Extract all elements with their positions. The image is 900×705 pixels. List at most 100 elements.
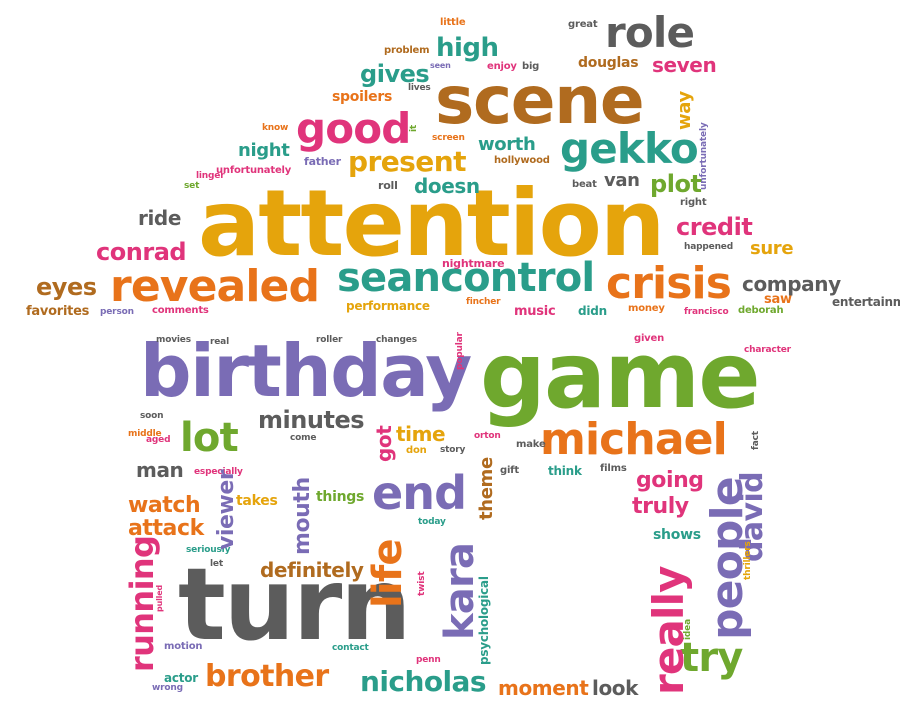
word-great: great — [568, 19, 598, 30]
word-happened: right — [680, 197, 707, 208]
word-night: night — [238, 140, 290, 161]
word-watch: watch — [128, 493, 201, 518]
word-idea: penn — [416, 655, 441, 665]
word-ride: ride — [138, 206, 181, 230]
word-life: life — [365, 539, 411, 608]
word-contact: wrong — [152, 683, 183, 693]
word-moment: moment — [498, 676, 589, 700]
word-given: popular — [455, 332, 465, 370]
word-takes: takes — [236, 493, 278, 509]
word-lot: lot — [180, 415, 239, 461]
word-kara: kara — [437, 542, 483, 640]
word-seen: seen — [430, 61, 451, 70]
word-set: linger — [196, 171, 225, 181]
word-theme: theme — [476, 457, 497, 520]
word-got: got — [372, 425, 396, 462]
word-little: little — [440, 17, 466, 28]
word-attention: attention — [198, 170, 665, 277]
word-aged: middle — [128, 429, 162, 439]
word-hollywood: hollywood — [494, 155, 550, 166]
word-seancontrol: seancontrol — [337, 255, 595, 301]
word-spoilers: spoilers — [332, 89, 393, 105]
word-look: look — [592, 676, 639, 700]
word-game: game — [480, 322, 761, 429]
word-soon: character — [744, 345, 791, 355]
word-lives: lives — [408, 83, 431, 93]
word-thrillers: idea — [683, 619, 693, 640]
word-fun: thrillers — [743, 541, 753, 580]
word-definitely: definitely — [260, 558, 364, 582]
word-present: present — [348, 145, 466, 178]
word-music: music — [514, 304, 556, 319]
word-linger: unfortunately — [216, 165, 292, 176]
word-credit: credit — [676, 213, 753, 241]
word-fincher: nightmare — [442, 257, 505, 270]
word-role: role — [605, 8, 695, 57]
word-comments: person — [100, 307, 134, 317]
word-attack: attack — [128, 516, 204, 541]
word-plot: plot — [650, 170, 702, 198]
word-fact: make — [516, 439, 546, 450]
word-running: running — [123, 535, 161, 672]
word-crisis: crisis — [606, 258, 732, 309]
word-movies: comments — [152, 305, 209, 316]
word-things: things — [316, 489, 365, 505]
word-character: given — [634, 333, 665, 344]
word-money: fincher — [466, 297, 501, 307]
word-mouth: mouth — [290, 477, 315, 555]
word-minutes: minutes — [258, 406, 365, 434]
word-shows: shows — [653, 527, 701, 543]
word-unfortunately: unfortunately — [699, 122, 709, 190]
word-company: company — [742, 272, 841, 296]
word-gives: gives — [360, 60, 430, 88]
word-saw: saw — [764, 292, 792, 307]
word-real: movies — [156, 335, 191, 345]
word-douglas: douglas — [578, 55, 639, 71]
word-middle: soon — [140, 411, 164, 421]
word-psychological: psychological — [477, 576, 491, 665]
word-nicholas: nicholas — [360, 665, 487, 698]
word-let: seriously — [186, 545, 231, 555]
word-don: come — [290, 433, 317, 443]
word-penn: contact — [332, 643, 369, 653]
word-going: going — [636, 468, 704, 493]
word-man: man — [136, 458, 184, 482]
word-motion: pulled — [155, 584, 164, 612]
word-it: it — [409, 124, 419, 132]
word-twist: let — [210, 559, 223, 569]
word-wrong: motion — [164, 641, 203, 652]
word-turn: turn — [178, 546, 412, 663]
word-orton: story — [440, 445, 466, 455]
word-time: time — [396, 422, 446, 446]
word-end: end — [372, 466, 467, 520]
word-performance: performance — [346, 299, 430, 313]
word-scene: scene — [435, 62, 645, 139]
word-way: way — [674, 91, 695, 130]
word-roller: real — [210, 337, 229, 347]
word-try: try — [680, 635, 743, 681]
word-truly: truly — [632, 494, 689, 519]
word-pulled: twist — [417, 571, 427, 596]
word-popular: changes — [376, 335, 417, 345]
word-big: big — [522, 61, 540, 72]
word-beat: roll — [378, 179, 398, 192]
word-good: good — [296, 104, 411, 153]
word-deborah: francisco — [684, 307, 729, 317]
word-story: don — [406, 445, 427, 456]
word-gift: especially — [194, 467, 243, 477]
word-actor: actor — [164, 671, 198, 685]
word-van: van — [604, 170, 640, 191]
word-didn: didn — [578, 304, 607, 318]
word-especially: fact — [751, 431, 761, 450]
word-revealed: revealed — [110, 261, 320, 312]
word-person: entertainment — [832, 295, 900, 309]
word-worth: worth — [478, 134, 536, 155]
word-eyes: eyes — [36, 273, 97, 301]
word-know: know — [262, 123, 289, 133]
word-entertainment: deborah — [738, 305, 784, 316]
word-gekko: gekko — [560, 124, 699, 173]
word-right: beat — [572, 179, 597, 190]
word-doesn: doesn — [414, 174, 480, 198]
word-seven: seven — [652, 53, 717, 77]
